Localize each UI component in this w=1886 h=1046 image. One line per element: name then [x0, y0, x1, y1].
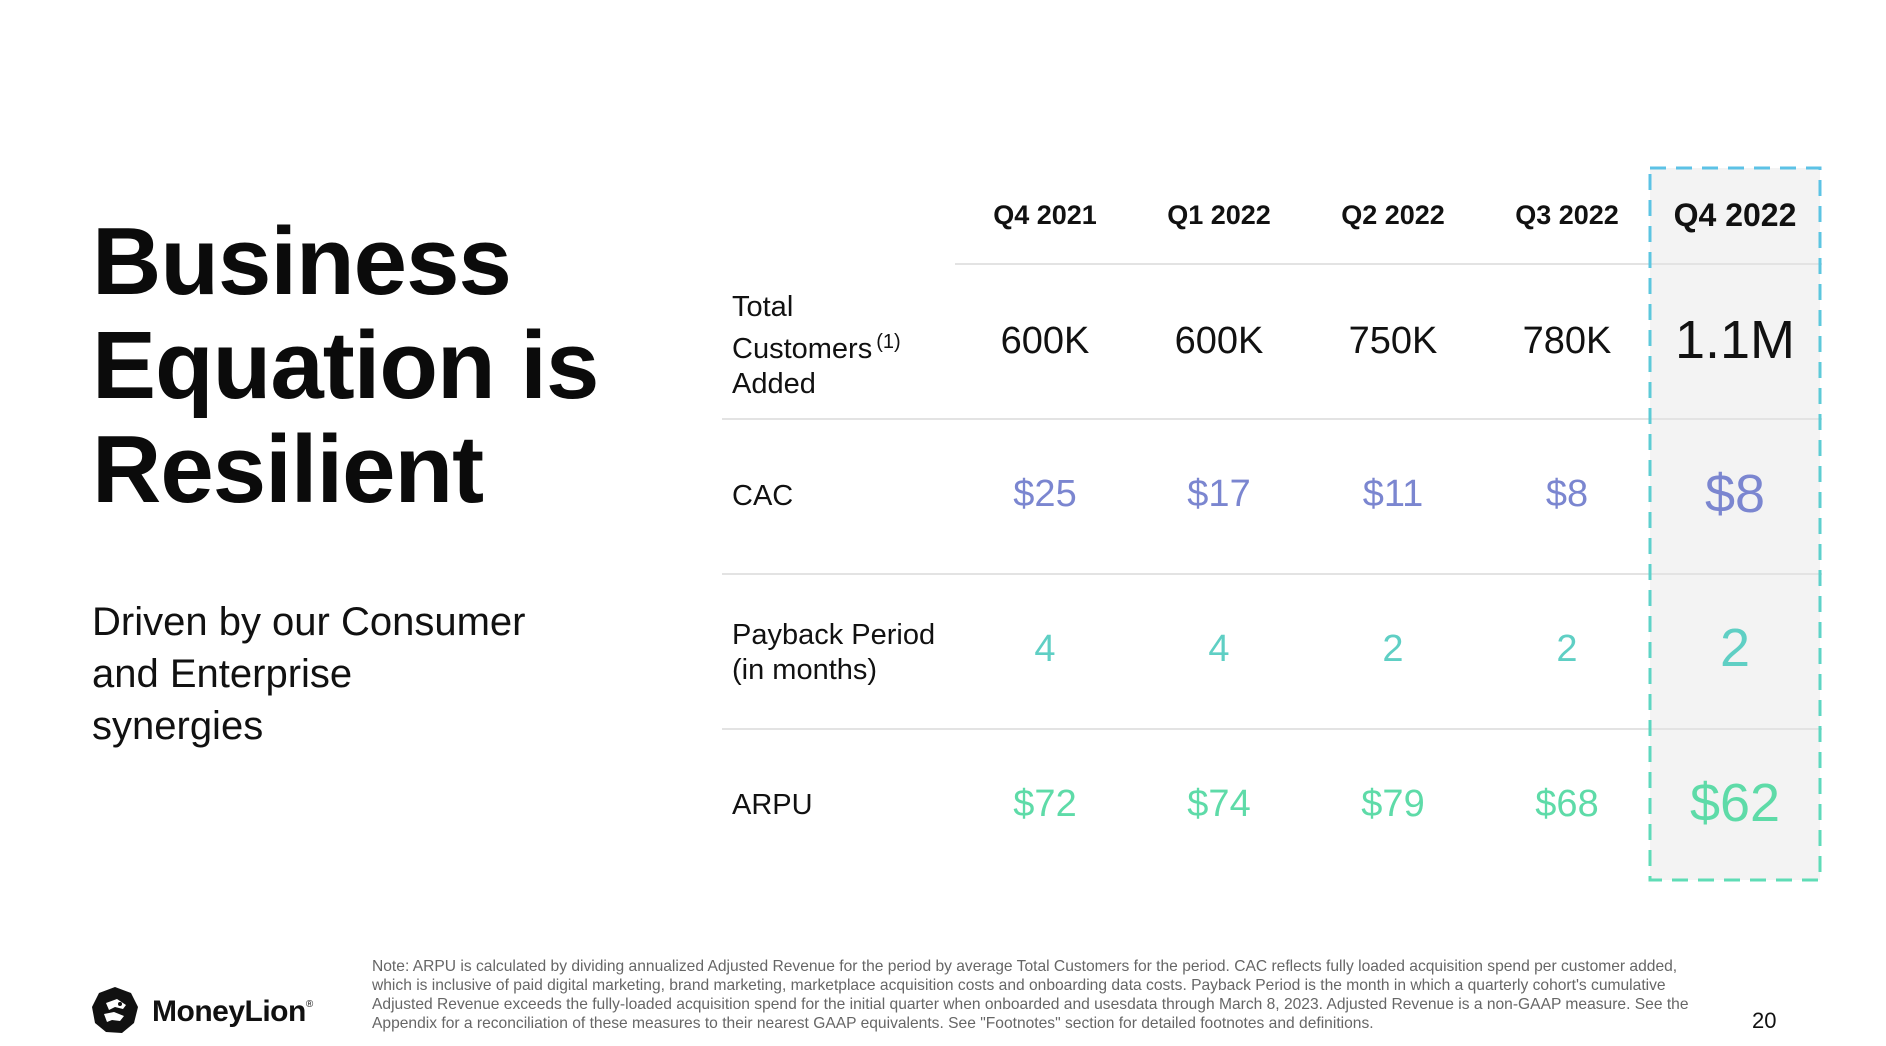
- cell-payback-q4-2022: 2: [1719, 618, 1751, 678]
- cell-customers-q4-2021: 600K: [1000, 320, 1090, 362]
- cell-arpu-q4-2021: $72: [1013, 783, 1077, 825]
- row-divider-1: [722, 418, 1822, 420]
- cell-payback-q3-2022: 2: [1556, 628, 1578, 670]
- cell-payback-q2-2022: 2: [1382, 628, 1404, 670]
- cell-customers-q3-2022: 780K: [1522, 320, 1612, 362]
- title-line-3: Resilient: [92, 416, 484, 523]
- footnote-ref: (1): [876, 331, 901, 353]
- metrics-table: Q4 2021 Q1 2022 Q2 2022 Q3 2022 Q4 2022 …: [722, 166, 1837, 886]
- cell-arpu-q2-2022: $79: [1361, 783, 1425, 825]
- highlight-column-border: [1648, 166, 1822, 882]
- column-header-q4-2021: Q4 2021: [993, 200, 1097, 230]
- cell-cac-q2-2022: $11: [1362, 473, 1424, 515]
- column-header-q2-2022: Q2 2022: [1341, 200, 1445, 230]
- footnote-text: Note: ARPU is calculated by dividing ann…: [372, 958, 1689, 1032]
- subtitle-line-2: and Enterprise: [92, 652, 353, 696]
- row-label-cac: CAC: [732, 480, 794, 512]
- row-label-payback-period: Payback Period (in months): [732, 619, 936, 686]
- page-number: 20: [1752, 1008, 1777, 1033]
- lion-head-icon: [92, 987, 138, 1033]
- row-divider-3: [722, 728, 1822, 730]
- column-header-q4-2022: Q4 2022: [1673, 197, 1797, 233]
- slide-title: Business Equation is Resilient: [92, 210, 652, 522]
- subtitle-line-1: Driven by our Consumer: [92, 600, 526, 644]
- cell-arpu-q4-2022: $62: [1689, 773, 1781, 833]
- cell-cac-q4-2022: $8: [1704, 464, 1766, 524]
- row-label-total-customers: Total Customers (1) Added: [732, 291, 901, 400]
- slide-subtitle: Driven by our Consumer and Enterprise sy…: [92, 596, 612, 752]
- cell-cac-q3-2022: $8: [1545, 473, 1589, 515]
- cell-payback-q4-2021: 4: [1034, 628, 1056, 670]
- cell-cac-q1-2022: $17: [1187, 473, 1251, 515]
- cell-payback-q1-2022: 4: [1208, 628, 1230, 670]
- cell-arpu-q1-2022: $74: [1187, 783, 1251, 825]
- cell-customers-q4-2022: 1.1M: [1674, 310, 1796, 370]
- cell-arpu-q3-2022: $68: [1535, 783, 1599, 825]
- logo-text: MoneyLion: [152, 995, 306, 1028]
- header-divider: [955, 263, 1822, 265]
- row-label-arpu: ARPU: [732, 789, 813, 821]
- cell-cac-q4-2021: $25: [1013, 473, 1077, 515]
- cell-customers-q2-2022: 750K: [1348, 320, 1438, 362]
- subtitle-line-3: synergies: [92, 704, 264, 748]
- row-divider-2: [722, 573, 1822, 575]
- title-line-2: Equation is: [92, 312, 599, 419]
- cell-customers-q1-2022: 600K: [1174, 320, 1264, 362]
- title-line-1: Business: [92, 208, 512, 315]
- moneylion-logo: MoneyLion®: [90, 985, 330, 1037]
- column-header-q3-2022: Q3 2022: [1515, 200, 1619, 230]
- highlight-column-bg: [1650, 168, 1820, 880]
- registered-mark: ®: [305, 999, 313, 1010]
- column-header-q1-2022: Q1 2022: [1167, 200, 1271, 230]
